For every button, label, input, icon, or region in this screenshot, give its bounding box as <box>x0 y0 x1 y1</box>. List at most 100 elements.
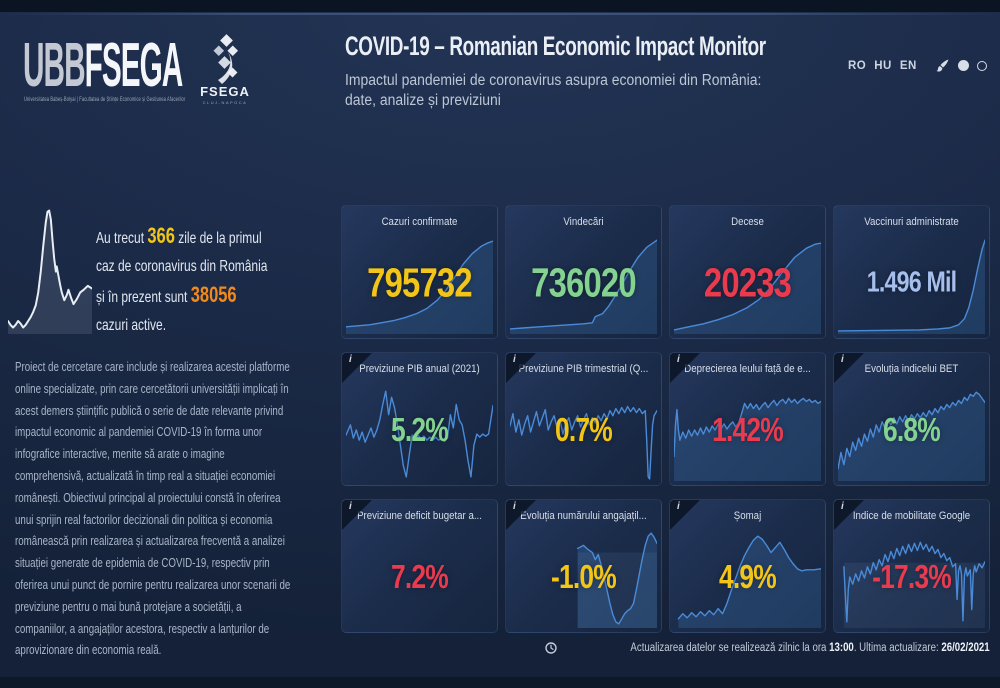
intro-text: Au trecut <box>96 230 148 247</box>
metric-title: Deprecierea leului față de e... <box>684 363 811 375</box>
days-since-first-case: 366 <box>147 223 175 248</box>
logo-ubb: UBB <box>23 31 86 100</box>
sparkline-chart <box>510 526 657 628</box>
info-icon[interactable]: i <box>677 501 680 512</box>
metric-value: 0.7% <box>555 410 613 448</box>
metric-card-previziune-pib-trimestrial[interactable]: i Previziune PIB trimestrial (Q... 0.7% <box>505 352 662 486</box>
sparkline-chart <box>838 379 985 481</box>
sparkline-chart <box>510 379 657 481</box>
sparkline-chart <box>838 526 985 628</box>
sparkline-chart <box>674 379 821 481</box>
info-icon[interactable]: i <box>677 354 680 365</box>
info-corner[interactable] <box>834 500 864 530</box>
metric-card-mobilitate-google[interactable]: i Indice de mobilitate Google -17.3% <box>833 499 990 633</box>
intro-text: zile de la primul <box>174 230 262 247</box>
language-ro[interactable]: RO <box>848 59 867 72</box>
dark-theme-dot[interactable] <box>957 60 969 71</box>
top-bar <box>0 0 1000 12</box>
metric-title: Previziune PIB anual (2021) <box>359 363 480 375</box>
epidemic-curve-chart <box>8 204 92 334</box>
info-icon[interactable]: i <box>841 354 844 365</box>
metric-card-indice-bet[interactable]: i Evoluția indicelui BET 6.8% <box>833 352 990 486</box>
metric-title: Indice de mobilitate Google <box>852 510 971 522</box>
info-icon[interactable]: i <box>513 501 516 512</box>
metric-card-vaccinuri-administrate[interactable]: Vaccinuri administrate 1.496 Mil <box>833 205 990 339</box>
update-status: Actualizarea datelor se realizează zilni… <box>545 642 990 654</box>
metric-title: Decese <box>731 216 764 228</box>
header-divider <box>0 13 1000 15</box>
info-corner[interactable] <box>834 353 864 383</box>
info-icon[interactable]: i <box>349 501 352 512</box>
metrics-grid: Cazuri confirmate 795732 Vindecări 736020 De… <box>341 205 990 633</box>
metric-card-deficit-bugetar[interactable]: i Previziune deficit bugetar a... 7.2% <box>341 499 498 633</box>
sparkline-chart <box>838 232 985 334</box>
metric-value: -1.0% <box>551 557 617 595</box>
metric-title: Șomaj <box>733 510 762 522</box>
active-cases-count: 38056 <box>190 282 237 307</box>
language-hu[interactable]: HU <box>874 59 892 72</box>
ubb-fsega-logo[interactable]: UBBFSEGA Universitatea Babeș-Bolyai | Fa… <box>23 35 355 104</box>
logo-subtitle: Universitatea Babeș-Bolyai | Facultatea … <box>24 96 186 103</box>
update-text: Actualizarea datelor se realizează zilni… <box>630 642 990 654</box>
clock-icon <box>545 642 558 654</box>
update-date: 26/02/2021 <box>941 642 990 654</box>
metric-title: Previziune PIB trimestrial (Q... <box>518 363 649 375</box>
project-description: Proiect de cercetare care include și rea… <box>15 360 291 658</box>
metric-title: Previziune deficit bugetar a... <box>357 510 482 522</box>
intro-text: și în prezent sunt <box>96 289 191 306</box>
metric-value: 1.42% <box>712 410 784 448</box>
sparkline-chart <box>8 204 92 334</box>
language-switcher[interactable]: RO HU EN <box>848 60 917 72</box>
info-corner[interactable] <box>670 353 700 383</box>
info-icon[interactable]: i <box>513 354 516 365</box>
metric-value: 7.2% <box>391 557 449 595</box>
language-en[interactable]: EN <box>899 59 917 72</box>
info-corner[interactable] <box>670 500 700 530</box>
sparkline-chart <box>674 232 821 334</box>
metric-value: 6.8% <box>883 410 941 448</box>
metric-card-vindecari[interactable]: Vindecări 736020 <box>505 205 662 339</box>
info-corner[interactable] <box>342 500 372 530</box>
fsega-mark-text: FSEGA <box>200 84 250 99</box>
sparkline-chart <box>510 232 657 334</box>
sparkline-chart <box>674 526 821 628</box>
metric-title: Cazuri confirmate <box>381 216 458 228</box>
sparkline-chart <box>346 379 493 481</box>
intro-line: caz de coronavirus din România <box>96 253 267 281</box>
sparkline-chart <box>346 232 493 334</box>
metric-value: 1.496 Mil <box>866 266 957 299</box>
intro-line: și în prezent sunt 38056 <box>96 281 267 312</box>
metric-title: Vindecări <box>563 216 604 228</box>
logo-wordmark: UBBFSEGA <box>23 35 183 97</box>
metric-title: Vaccinuri administrate <box>864 216 959 228</box>
intro-statement: Au trecut 366 zile de la primul caz de co… <box>96 222 325 340</box>
metric-value: 5.2% <box>391 410 449 448</box>
update-time: 13:00 <box>829 642 855 654</box>
metric-value: -17.3% <box>872 557 952 595</box>
metric-card-depreciere-leu[interactable]: i Deprecierea leului față de e... 1.42% <box>669 352 826 486</box>
info-corner[interactable] <box>342 353 372 383</box>
info-corner[interactable] <box>506 500 536 530</box>
metric-value: 4.9% <box>719 557 777 595</box>
paintbrush-icon[interactable] <box>935 58 950 73</box>
metric-card-cazuri-confirmate[interactable]: Cazuri confirmate 795732 <box>341 205 498 339</box>
metric-title: Evoluția numărului angajațil... <box>520 510 647 522</box>
metric-card-decese[interactable]: Decese 20233 <box>669 205 826 339</box>
metric-value: 736020 <box>531 259 636 306</box>
info-corner[interactable] <box>506 353 536 383</box>
intro-line: Au trecut 366 zile de la primul <box>96 222 267 253</box>
bottom-bar <box>0 677 1000 688</box>
logo-fsega: FSEGA <box>84 31 184 100</box>
fsega-diamond-logo: FSEGA CLUJ-NAPOCA <box>200 34 250 105</box>
metric-title: Evoluția indicelui BET <box>864 363 959 375</box>
metric-card-previziune-pib-anual[interactable]: i Previziune PIB anual (2021) 5.2% <box>341 352 498 486</box>
metric-card-numar-angajati[interactable]: i Evoluția numărului angajațil... -1.0% <box>505 499 662 633</box>
light-theme-dot[interactable] <box>976 60 987 71</box>
intro-text: caz de coronavirus din România <box>96 258 268 275</box>
info-icon[interactable]: i <box>841 501 844 512</box>
page-title: COVID-19 – Romanian Economic Impact Moni… <box>345 31 766 61</box>
info-icon[interactable]: i <box>349 354 352 365</box>
metric-value: 20233 <box>703 259 792 306</box>
metric-card-somaj[interactable]: i Șomaj 4.9% <box>669 499 826 633</box>
intro-line: cazuri active. <box>96 312 267 340</box>
